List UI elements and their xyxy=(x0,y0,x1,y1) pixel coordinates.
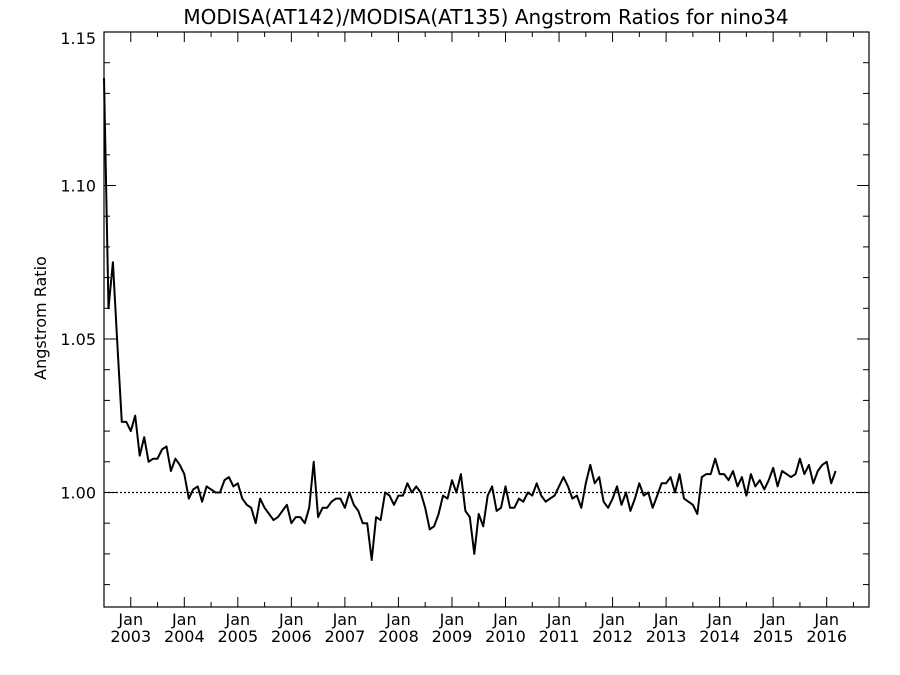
x-tick-month-9: Jan xyxy=(599,610,625,629)
x-tick-month-4: Jan xyxy=(332,610,358,629)
x-tick-year-11: 2014 xyxy=(699,627,740,646)
x-tick-month-7: Jan xyxy=(492,610,518,629)
labels-layer: 1.101.051.001.15Jan2003Jan2004Jan2005Jan… xyxy=(60,29,847,646)
y-tick-label-1: 1.05 xyxy=(60,330,96,349)
x-tick-year-2: 2005 xyxy=(217,627,258,646)
x-tick-year-8: 2011 xyxy=(539,627,580,646)
x-tick-month-6: Jan xyxy=(439,610,465,629)
ticks-layer xyxy=(104,31,869,607)
x-tick-month-10: Jan xyxy=(653,610,679,629)
y-tick-label-2: 1.00 xyxy=(60,483,96,502)
x-tick-year-9: 2012 xyxy=(592,627,633,646)
x-tick-month-11: Jan xyxy=(706,610,732,629)
x-tick-month-13: Jan xyxy=(813,610,839,629)
series-layer xyxy=(103,77,837,561)
x-tick-year-1: 2004 xyxy=(164,627,205,646)
x-tick-year-5: 2008 xyxy=(378,627,419,646)
x-tick-year-12: 2015 xyxy=(753,627,794,646)
y-tick-label-0: 1.10 xyxy=(60,176,96,195)
series-line-0 xyxy=(103,77,837,561)
plot-frame xyxy=(103,31,870,608)
x-tick-year-10: 2013 xyxy=(646,627,687,646)
x-tick-month-2: Jan xyxy=(224,610,250,629)
x-tick-month-3: Jan xyxy=(278,610,304,629)
y-top-label: 1.15 xyxy=(60,29,96,48)
x-tick-month-1: Jan xyxy=(171,610,197,629)
x-tick-year-0: 2003 xyxy=(110,627,151,646)
x-tick-year-6: 2009 xyxy=(432,627,473,646)
y-axis-label: Angstrom Ratio xyxy=(31,256,50,380)
x-tick-year-3: 2006 xyxy=(271,627,312,646)
x-tick-year-7: 2010 xyxy=(485,627,526,646)
x-tick-month-12: Jan xyxy=(760,610,786,629)
x-tick-month-5: Jan xyxy=(385,610,411,629)
x-tick-year-4: 2007 xyxy=(325,627,366,646)
x-tick-month-0: Jan xyxy=(117,610,143,629)
x-tick-year-13: 2016 xyxy=(806,627,847,646)
x-tick-month-8: Jan xyxy=(546,610,572,629)
chart-title: MODISA(AT142)/MODISA(AT135) Angstrom Rat… xyxy=(183,5,788,29)
